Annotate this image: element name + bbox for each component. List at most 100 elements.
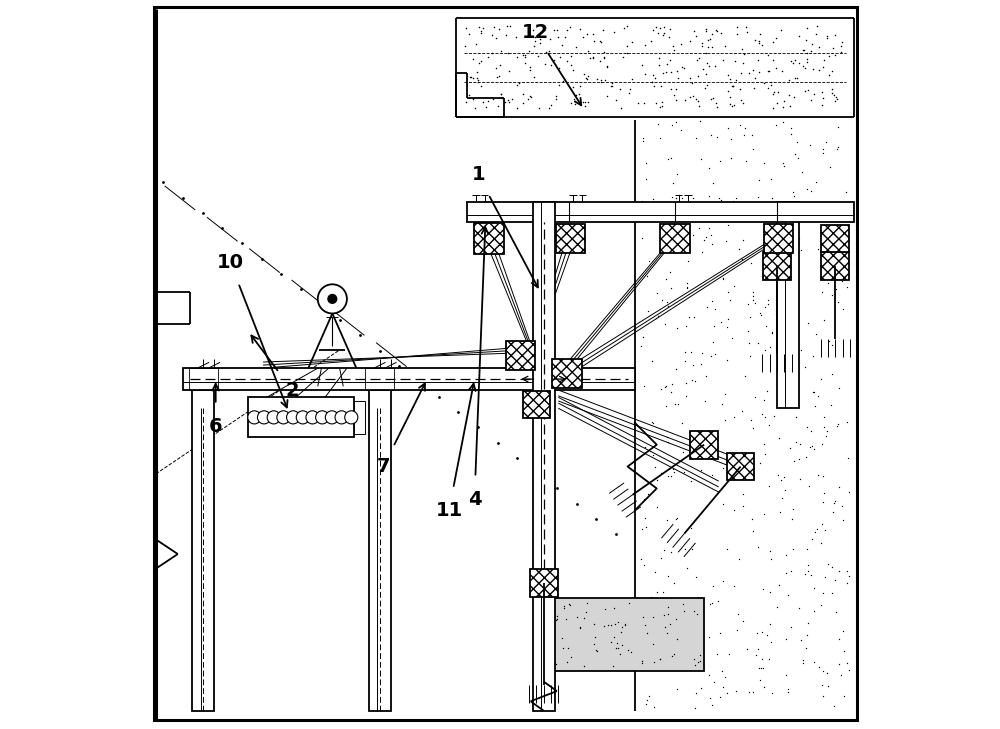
Point (655, 29, 671, 41)
Point (655, 68, 671, 79)
Point (682, 35, 698, 47)
Point (698, 69, 714, 80)
Point (580, 44, 596, 56)
Point (548, 93, 564, 104)
Point (718, 453, 734, 465)
Point (763, 553, 779, 565)
Point (660, 154, 676, 165)
Text: 11: 11 (435, 501, 463, 520)
Point (705, 580, 721, 591)
Point (805, 63, 821, 74)
Point (745, 286, 761, 298)
Point (722, 98, 738, 110)
Point (735, 98, 751, 109)
Point (799, 543, 815, 555)
Point (692, 649, 708, 660)
Point (589, 74, 605, 85)
Point (687, 639, 703, 650)
Point (693, 359, 709, 370)
Point (811, 661, 827, 673)
Point (707, 303, 723, 315)
Point (728, 192, 744, 203)
Point (834, 276, 850, 287)
Point (613, 626, 629, 638)
Point (756, 77, 772, 88)
Point (736, 48, 752, 60)
Point (715, 575, 731, 587)
Point (660, 300, 676, 312)
Bar (533, 202, 555, 711)
Point (662, 23, 678, 34)
Point (697, 395, 713, 407)
Point (808, 28, 824, 40)
Circle shape (316, 411, 329, 424)
Point (737, 122, 753, 133)
Point (592, 55, 608, 67)
Point (824, 84, 840, 95)
Point (763, 79, 779, 91)
Point (703, 229, 719, 241)
Point (760, 65, 776, 77)
Point (557, 31, 573, 43)
Point (741, 67, 757, 79)
Point (767, 200, 783, 212)
Point (702, 598, 718, 609)
Point (459, 70, 475, 82)
Point (822, 161, 838, 173)
Point (585, 28, 601, 40)
Point (724, 332, 740, 343)
Point (838, 187, 854, 198)
Point (756, 438, 772, 450)
Point (649, 586, 665, 598)
Circle shape (345, 411, 358, 424)
Point (770, 86, 786, 98)
Bar (369, 390, 391, 711)
Point (674, 418, 690, 429)
Point (768, 32, 784, 44)
Point (671, 190, 687, 201)
Circle shape (257, 411, 271, 424)
Point (666, 647, 682, 659)
Point (792, 473, 808, 485)
Point (673, 124, 689, 136)
Point (826, 288, 842, 300)
Point (663, 83, 679, 95)
Point (765, 88, 781, 100)
Point (621, 87, 637, 98)
Point (656, 28, 672, 39)
Point (566, 93, 582, 105)
Point (745, 686, 761, 698)
Point (550, 31, 566, 42)
Point (813, 537, 829, 548)
Point (830, 418, 846, 429)
Point (515, 88, 531, 100)
Point (635, 611, 651, 623)
Point (752, 674, 768, 686)
Point (719, 354, 735, 365)
Point (715, 54, 731, 66)
Point (701, 162, 717, 174)
Point (685, 359, 701, 371)
Point (578, 606, 594, 617)
Point (537, 58, 553, 69)
Point (699, 57, 715, 69)
Point (694, 37, 710, 49)
Point (531, 103, 547, 114)
Point (691, 52, 707, 64)
Point (803, 94, 819, 106)
Point (580, 71, 596, 82)
Point (825, 506, 841, 518)
Point (802, 442, 818, 453)
Bar (192, 390, 214, 711)
Point (669, 323, 685, 335)
Point (827, 95, 843, 106)
Point (751, 36, 767, 47)
Bar (556, 224, 585, 253)
Point (714, 665, 730, 677)
Point (588, 644, 604, 656)
Point (740, 297, 756, 309)
Point (829, 221, 845, 233)
Point (669, 616, 685, 628)
Point (660, 601, 676, 612)
Point (463, 71, 479, 82)
